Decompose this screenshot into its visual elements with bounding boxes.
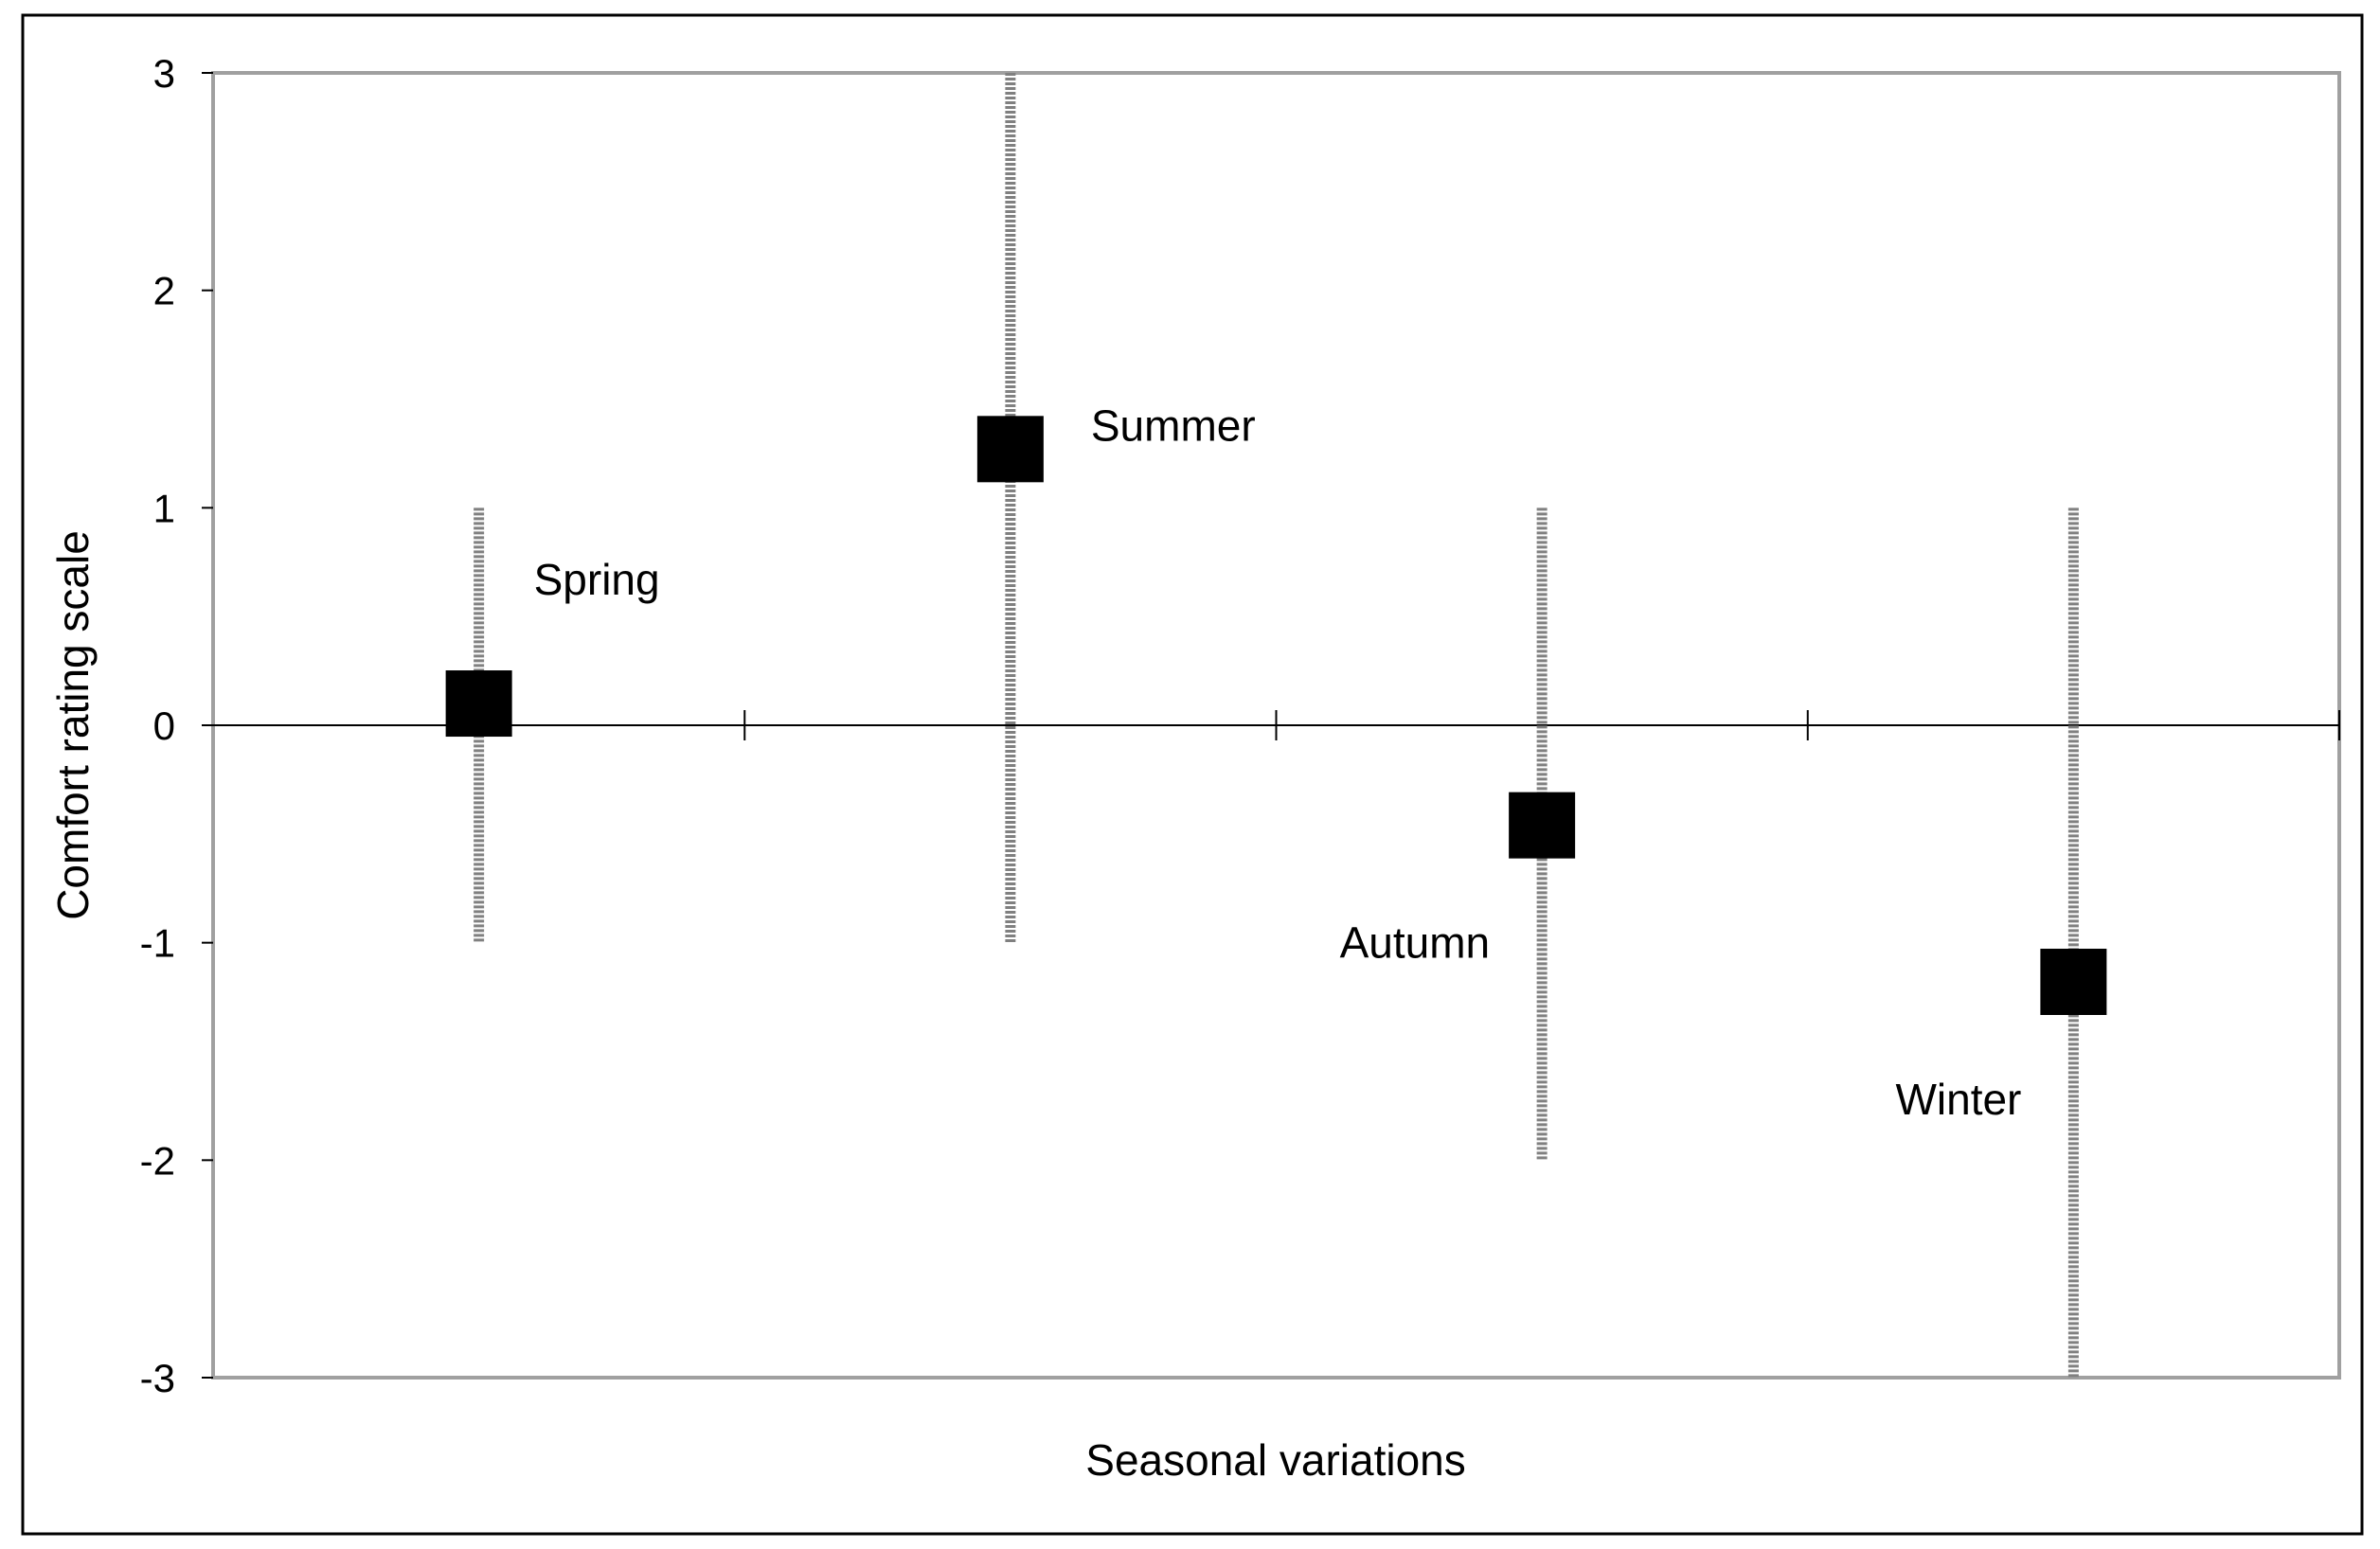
point-label-autumn: Autumn <box>1340 918 1491 968</box>
y-axis: -3 -2 -1 0 1 2 3 <box>140 51 213 1400</box>
x-axis-baseline <box>213 710 2340 740</box>
point-label-spring: Spring <box>534 555 660 604</box>
y-axis-title: Comfort rating scale <box>48 530 98 920</box>
marker-autumn <box>1509 792 1576 859</box>
marker-spring <box>445 670 512 738</box>
y-tick-label: 1 <box>153 486 175 530</box>
y-tick-label: 2 <box>153 269 175 313</box>
y-tick-label: 3 <box>153 51 175 96</box>
error-bars <box>474 73 2079 1378</box>
marker-summer <box>976 416 1044 483</box>
marker-winter <box>2040 949 2107 1016</box>
y-tick-label: -1 <box>140 921 175 966</box>
outer-border <box>21 13 2364 1536</box>
y-tick-label: 0 <box>153 703 175 748</box>
y-tick-label: -3 <box>140 1356 175 1400</box>
data-markers <box>445 416 2107 1016</box>
point-labels: Spring Summer Autumn Winter <box>534 401 2022 1124</box>
point-label-winter: Winter <box>1895 1075 2021 1124</box>
point-label-summer: Summer <box>1091 401 1256 450</box>
y-tick-label: -2 <box>140 1138 175 1183</box>
x-axis-title: Seasonal variations <box>1085 1435 1465 1485</box>
